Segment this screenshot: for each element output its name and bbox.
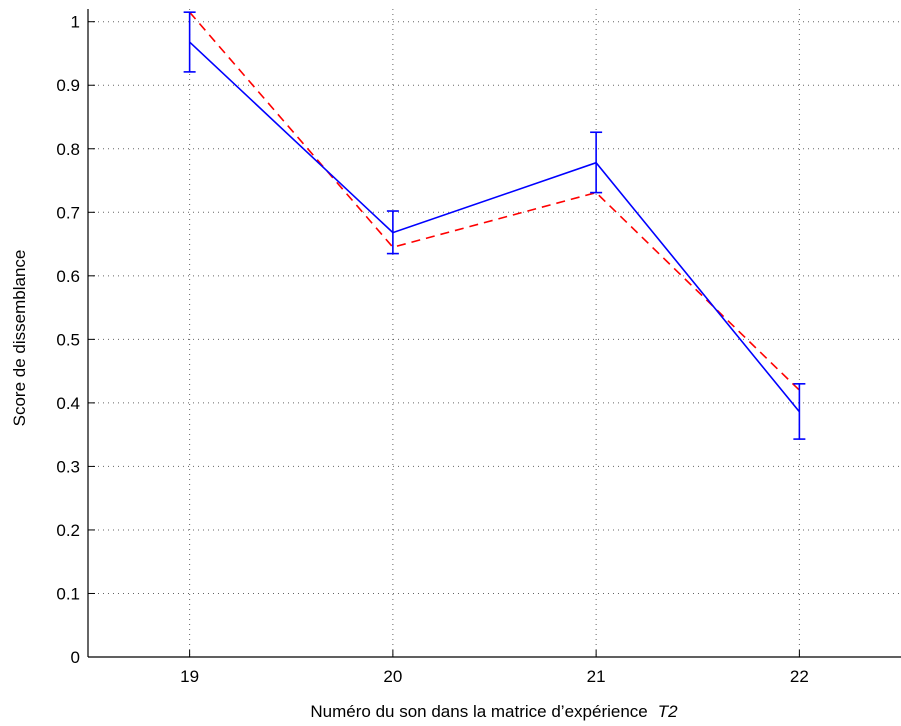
y-tick-label: 0.7 — [56, 203, 80, 222]
y-tick-label: 0.9 — [56, 76, 80, 95]
y-tick-label: 0.2 — [56, 521, 80, 540]
y-tick-label: 0.1 — [56, 584, 80, 603]
x-axis-label-symbol: T2 — [658, 702, 678, 721]
axes — [87, 9, 901, 658]
tick-labels: 0 0.1 0.2 0.3 0.4 0.5 0.6 0.7 0.8 0.9 1 19 20 21 22 — [56, 13, 808, 686]
x-tick-label: 20 — [383, 667, 402, 686]
x-axis-label-text: Numéro du son dans la matrice d’expérien… — [310, 702, 647, 721]
x-axis-label: Numéro du son dans la matrice d’expérien… — [310, 702, 678, 721]
y-tick-label: 0 — [71, 648, 80, 667]
grid-lines — [88, 9, 901, 657]
y-tick-label: 0.4 — [56, 394, 80, 413]
data-series — [183, 11, 806, 440]
y-tick-label: 0.5 — [56, 330, 80, 349]
y-tick-label: 1 — [71, 13, 80, 32]
solid-series-line — [189, 41, 800, 413]
x-tick-label: 22 — [790, 667, 809, 686]
x-tick-label: 21 — [587, 667, 606, 686]
dashed-series-line — [189, 11, 800, 391]
x-tick-label: 19 — [180, 667, 199, 686]
y-tick-label: 0.8 — [56, 140, 80, 159]
y-tick-label: 0.6 — [56, 267, 80, 286]
y-tick-label: 0.3 — [56, 457, 80, 476]
y-axis-label: Score de dissemblance — [10, 250, 29, 427]
